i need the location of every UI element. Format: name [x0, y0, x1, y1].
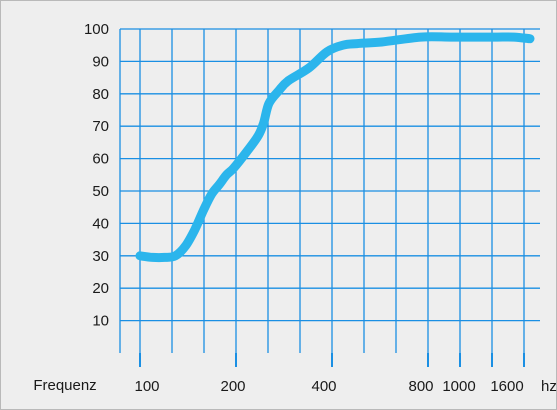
- y-tick-label: 80: [92, 86, 109, 103]
- x-unit-label: hz: [541, 378, 557, 395]
- grid: [119, 28, 540, 367]
- label-layer: 10 20 30 40 50 60 70 80 90 100 100 200 400 800 1000 160…: [33, 21, 557, 395]
- response-curve: [135, 32, 535, 263]
- x-tick-label: 100: [134, 378, 159, 395]
- curve-layer: [135, 32, 535, 263]
- x-tick-label: 800: [408, 378, 433, 395]
- x-tick-label: 1600: [490, 378, 523, 395]
- y-tick-label: 60: [92, 151, 109, 168]
- y-tick-label: 90: [92, 53, 109, 70]
- y-tick-label: 40: [92, 215, 109, 232]
- y-tick-label: 50: [92, 183, 109, 200]
- x-tick-label: 200: [220, 378, 245, 395]
- y-tick-label: 10: [92, 313, 109, 330]
- y-tick-label: 30: [92, 248, 109, 265]
- y-tick-label: 70: [92, 118, 109, 135]
- x-tick-label: 400: [311, 378, 336, 395]
- y-tick-label: 20: [92, 280, 109, 297]
- x-tick-label: 1000: [442, 378, 475, 395]
- x-axis-label: Frequenz: [33, 377, 96, 394]
- y-tick-label: 100: [84, 21, 109, 38]
